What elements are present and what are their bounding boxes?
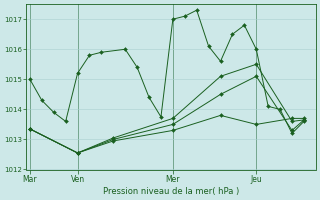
- X-axis label: Pression niveau de la mer( hPa ): Pression niveau de la mer( hPa ): [103, 187, 239, 196]
